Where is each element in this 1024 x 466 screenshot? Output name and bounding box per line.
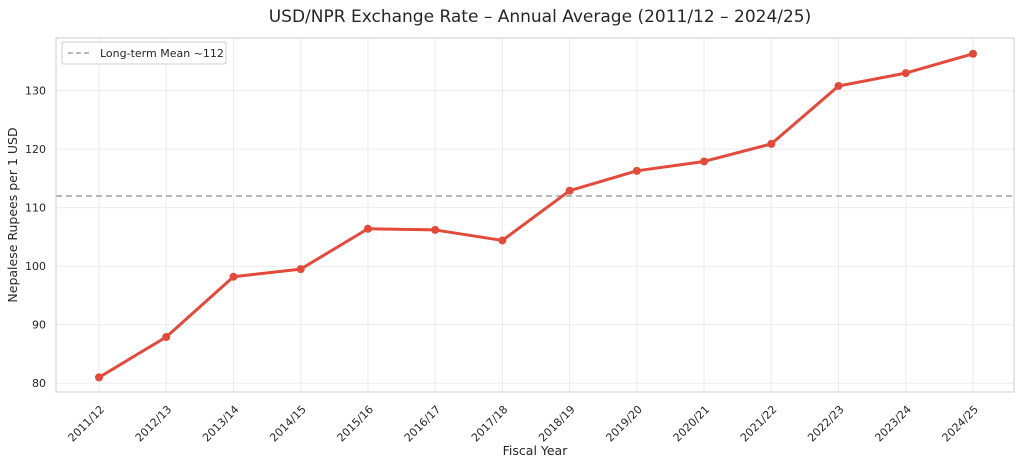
y-tick-label: 90 [32, 319, 46, 332]
x-tick-label: 2022/23 [805, 403, 847, 445]
data-point [363, 224, 372, 233]
data-point [700, 157, 709, 166]
x-tick-label: 2021/22 [738, 403, 780, 445]
series-line [97, 52, 975, 379]
x-tick-label: 2023/24 [872, 403, 914, 445]
data-point [431, 225, 440, 234]
x-tick-label: 2013/14 [200, 403, 242, 445]
y-axis-label: Nepalese Rupees per 1 USD [5, 127, 20, 302]
data-point [296, 265, 305, 274]
x-tick-label: 2015/16 [335, 403, 377, 445]
data-point [969, 49, 977, 58]
x-tick-label: 2011/12 [66, 403, 108, 445]
y-tick-label: 110 [25, 202, 46, 215]
data-point [95, 373, 103, 382]
chart-title: USD/NPR Exchange Rate – Annual Average (… [269, 7, 812, 27]
y-tick-label: 100 [25, 260, 46, 273]
data-point [565, 186, 574, 195]
x-tick-label: 2024/25 [940, 403, 982, 445]
legend-box [61, 41, 227, 65]
x-tick-label: 2012/13 [133, 403, 175, 445]
data-point [834, 81, 843, 90]
y-tick-label: 120 [25, 143, 46, 156]
data-point [229, 272, 238, 281]
y-tick-labels: 80 90 100 110 120 130 [25, 85, 46, 391]
grid-layer [56, 38, 1014, 392]
x-tick-label: 2020/21 [671, 403, 713, 445]
x-tick-label: 2014/15 [267, 403, 309, 445]
data-point [632, 166, 641, 175]
plot-frame [55, 37, 1015, 393]
y-tick-label: 80 [32, 377, 46, 390]
data-point [767, 139, 776, 148]
x-tick-labels: 2011/12 2012/13 2013/14 2014/15 2015/16 2016/… [66, 403, 982, 445]
series-layer [95, 49, 977, 382]
data-point [498, 236, 507, 245]
x-tick-label: 2017/18 [469, 403, 511, 445]
y-tick-label: 130 [25, 85, 46, 98]
data-point [162, 332, 171, 341]
x-tick-label: 2016/17 [402, 403, 444, 445]
x-axis-label: Fiscal Year [503, 443, 569, 458]
legend: Long-term Mean ~112 [61, 41, 227, 65]
x-tick-label: 2019/20 [603, 403, 645, 445]
x-tick-label: 2018/19 [536, 403, 578, 445]
legend-label: Long-term Mean ~112 [100, 47, 224, 60]
data-point [901, 69, 910, 78]
